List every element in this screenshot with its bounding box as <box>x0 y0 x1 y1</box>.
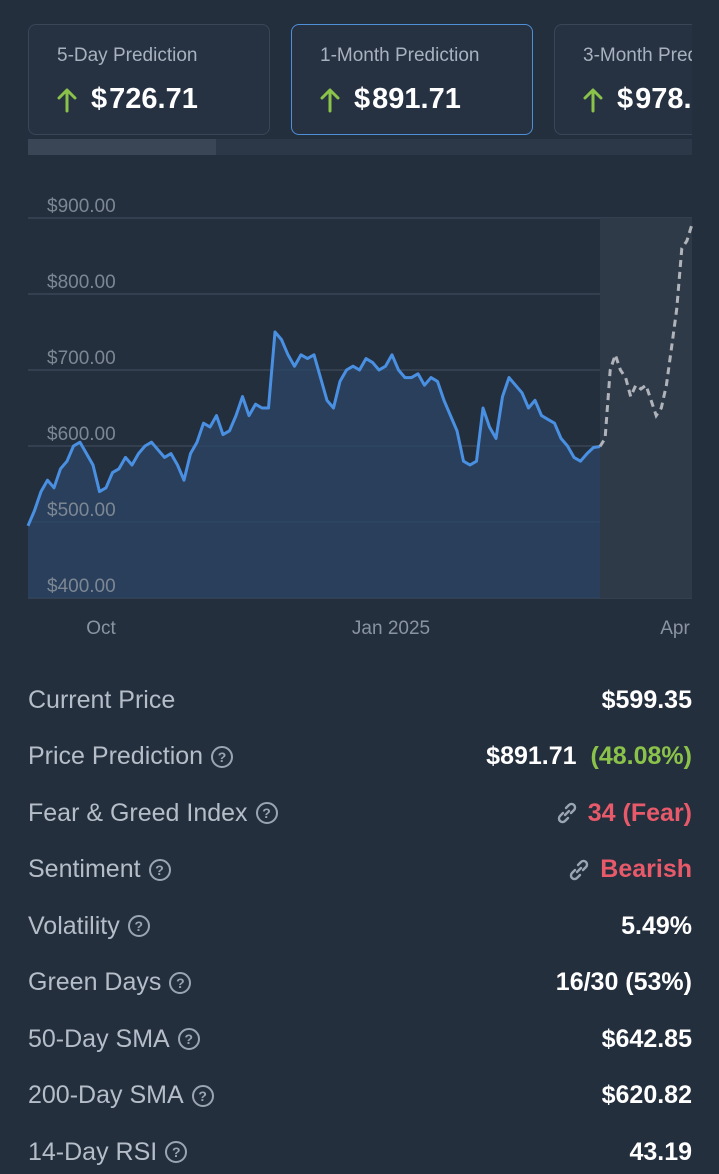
stat-value: $599.35 <box>601 685 692 714</box>
stat-value: 43.19 <box>629 1137 692 1166</box>
stat-200-day-sma: 200-Day SMA? $620.82 <box>28 1068 692 1125</box>
x-tick-label: Jan 2025 <box>352 618 430 639</box>
historical-price-line <box>26 330 601 527</box>
help-icon[interactable]: ? <box>211 745 234 768</box>
card-amount: 726.71 <box>109 83 198 115</box>
stat-label: Green Days? <box>28 968 192 997</box>
x-tick-label: Apr <box>660 618 690 639</box>
arrow-up-icon <box>57 88 77 112</box>
card-amount: 891.71 <box>372 83 461 115</box>
card-title: 5-Day Prediction <box>57 45 198 66</box>
stat-label: 14-Day RSI? <box>28 1138 188 1167</box>
stat-value: 16/30 (53%) <box>555 968 692 997</box>
help-icon[interactable]: ? <box>255 802 278 825</box>
help-icon[interactable]: ? <box>127 915 150 938</box>
help-icon[interactable]: ? <box>169 971 192 994</box>
y-tick-label: $800.00 <box>47 272 116 293</box>
stat-value: $620.82 <box>601 1081 692 1110</box>
forecast-price-line <box>598 223 694 448</box>
card-title: 1-Month Prediction <box>320 45 480 66</box>
stat-fear-greed: Fear & Greed Index? 34 (Fear) <box>28 785 692 842</box>
y-tick-label: $700.00 <box>47 348 116 369</box>
cards-scrollbar[interactable] <box>28 139 692 155</box>
price-chart: $900.00 $800.00 $700.00 $600.00 $500.00 $400.… <box>0 170 719 650</box>
stat-volatility: Volatility? 5.49% <box>28 898 692 955</box>
stat-label: Fear & Greed Index? <box>28 799 278 828</box>
stat-50-day-sma: 50-Day SMA? $642.85 <box>28 1011 692 1068</box>
help-icon[interactable]: ? <box>177 1028 200 1051</box>
arrow-up-icon <box>583 88 603 112</box>
link-icon <box>570 859 589 880</box>
x-tick-label: Oct <box>86 618 116 639</box>
card-value: $891.71 <box>320 83 461 116</box>
card-3-month[interactable]: 3-Month Prediction $978.79 <box>554 24 692 135</box>
historical-area <box>28 332 600 598</box>
stat-value[interactable]: 34 (Fear) <box>554 799 692 828</box>
stat-label: Volatility? <box>28 912 150 941</box>
y-tick-label: $500.00 <box>47 500 116 521</box>
card-1-month[interactable]: 1-Month Prediction $891.71 <box>291 24 533 135</box>
stat-label: Sentiment? <box>28 855 171 884</box>
stat-label: Current Price <box>28 685 176 714</box>
stat-value: 5.49% <box>621 911 692 940</box>
y-tick-label: $600.00 <box>47 424 116 445</box>
help-icon[interactable]: ? <box>191 1084 214 1107</box>
stat-value: $891.71 (48.08%) <box>486 742 692 771</box>
stat-sentiment: Sentiment? Bearish <box>28 842 692 899</box>
y-tick-label: $400.00 <box>47 576 116 597</box>
link-icon <box>557 803 576 824</box>
price-chart-svg: $900.00 $800.00 $700.00 $600.00 $500.00 $400.… <box>26 196 694 639</box>
arrow-up-icon <box>320 88 340 112</box>
stat-value[interactable]: Bearish <box>566 855 692 884</box>
forecast-region <box>600 218 692 598</box>
stats-list: Current Price $599.35 Price Prediction? … <box>28 672 692 1174</box>
prediction-cards: 5-Day Prediction $726.71 1-Month Predict… <box>28 24 692 137</box>
card-value: $978.79 <box>583 83 692 116</box>
prediction-percent: (48.08%) <box>590 742 692 771</box>
scrollbar-thumb[interactable] <box>28 139 216 155</box>
stat-current-price: Current Price $599.35 <box>28 672 692 729</box>
card-5-day[interactable]: 5-Day Prediction $726.71 <box>28 24 270 135</box>
help-icon[interactable]: ? <box>148 858 171 881</box>
card-value: $726.71 <box>57 83 198 116</box>
y-tick-label: $900.00 <box>47 196 116 217</box>
currency-symbol: $ <box>91 83 108 115</box>
stat-value: $642.85 <box>601 1024 692 1053</box>
card-amount: 978.79 <box>635 83 692 115</box>
help-icon[interactable]: ? <box>165 1141 188 1164</box>
card-title: 3-Month Prediction <box>583 45 692 66</box>
stat-label: 200-Day SMA? <box>28 1081 214 1110</box>
stat-14-day-rsi: 14-Day RSI? 43.19 <box>28 1124 692 1174</box>
stat-green-days: Green Days? 16/30 (53%) <box>28 955 692 1012</box>
currency-symbol: $ <box>617 83 634 115</box>
stat-price-prediction: Price Prediction? $891.71 (48.08%) <box>28 729 692 786</box>
stat-label: 50-Day SMA? <box>28 1025 200 1054</box>
currency-symbol: $ <box>354 83 371 115</box>
stat-label: Price Prediction? <box>28 742 234 771</box>
